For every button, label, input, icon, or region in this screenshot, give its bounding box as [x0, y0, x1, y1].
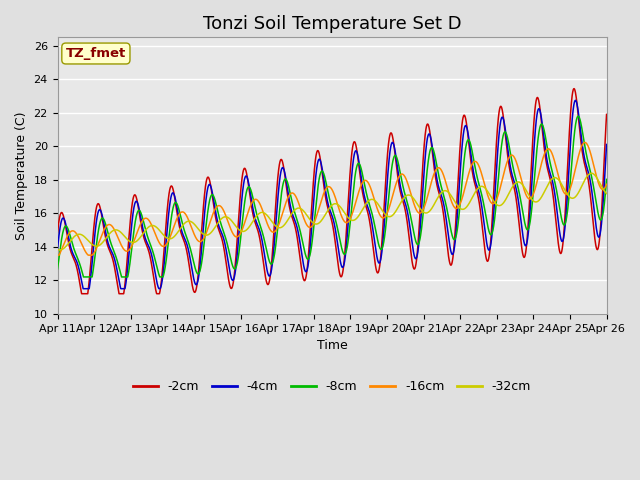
Y-axis label: Soil Temperature (C): Soil Temperature (C) [15, 111, 28, 240]
Text: TZ_fmet: TZ_fmet [66, 47, 126, 60]
X-axis label: Time: Time [317, 339, 348, 352]
Legend: -2cm, -4cm, -8cm, -16cm, -32cm: -2cm, -4cm, -8cm, -16cm, -32cm [128, 375, 536, 398]
Title: Tonzi Soil Temperature Set D: Tonzi Soil Temperature Set D [203, 15, 461, 33]
